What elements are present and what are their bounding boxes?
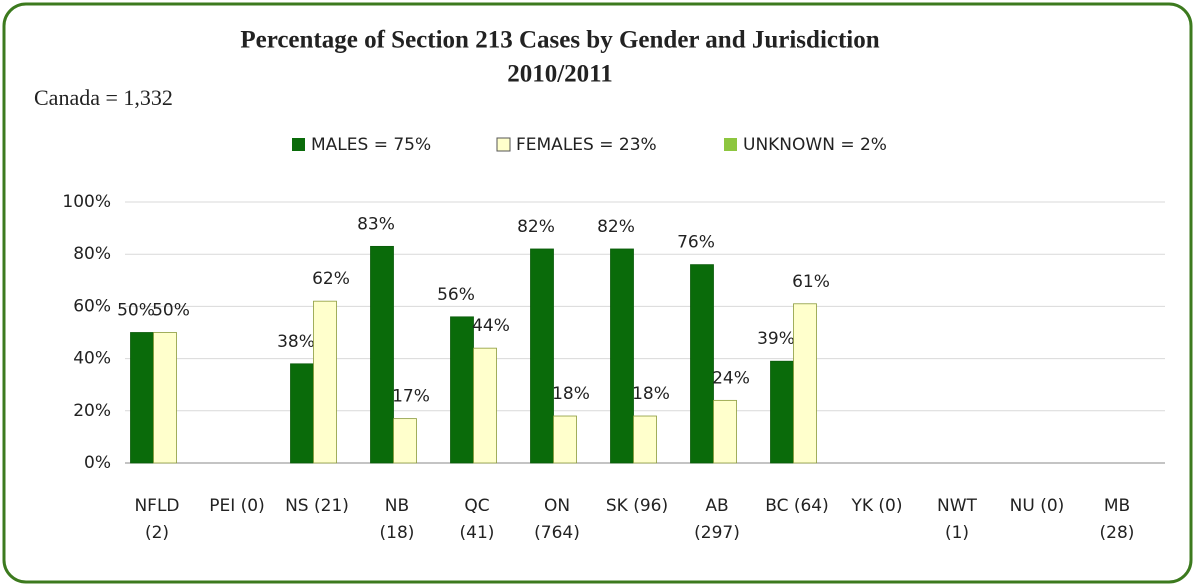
- legend-label: UNKNOWN = 2%: [743, 135, 887, 155]
- x-tick-label: (28): [1100, 523, 1135, 543]
- legend-label: FEMALES = 23%: [516, 135, 657, 155]
- bar: [690, 264, 714, 464]
- x-tick-label: NB: [385, 496, 409, 516]
- x-tick-label: NU (0): [1010, 496, 1065, 516]
- legend-swatch: [292, 138, 305, 151]
- bar: [473, 347, 497, 464]
- bar: [290, 363, 314, 464]
- x-tick-label: (41): [460, 523, 495, 543]
- x-tick-label: NS (21): [285, 496, 349, 516]
- x-tick-label: NFLD: [134, 496, 179, 516]
- data-label: 61%: [792, 272, 830, 292]
- x-tick-label: (297): [694, 523, 740, 543]
- legend-label: MALES = 75%: [311, 135, 431, 155]
- x-tick-label: NWT: [937, 496, 978, 516]
- data-label: 50%: [117, 301, 155, 321]
- bar: [633, 415, 657, 464]
- data-label: 18%: [632, 384, 670, 404]
- x-tick-label: MB: [1104, 496, 1130, 516]
- x-tick-label: ON: [544, 496, 570, 516]
- data-label: 62%: [312, 269, 350, 289]
- data-label: 18%: [552, 384, 590, 404]
- x-tick-label: (18): [380, 523, 415, 543]
- x-tick-label: YK (0): [850, 496, 902, 516]
- bar: [130, 332, 154, 464]
- chart-title: Percentage of Section 213 Cases by Gende…: [240, 27, 879, 54]
- x-tick-label: (2): [145, 523, 169, 543]
- data-label: 38%: [277, 332, 315, 352]
- bar: [313, 300, 337, 464]
- x-tick-label: BC (64): [765, 496, 829, 516]
- x-tick-label: PEI (0): [209, 496, 265, 516]
- bar: [553, 415, 577, 464]
- bar: [370, 245, 394, 464]
- data-label: 24%: [712, 368, 750, 388]
- annotation: Canada = 1,332: [34, 85, 173, 110]
- data-label: 50%: [152, 301, 190, 321]
- bar: [770, 360, 794, 464]
- y-tick-label: 0%: [84, 453, 111, 473]
- legend-swatch: [724, 138, 737, 151]
- bar: [153, 332, 177, 464]
- data-label: 56%: [437, 285, 475, 305]
- x-tick-label: (1): [945, 523, 969, 543]
- bar: [713, 399, 737, 464]
- x-tick-label: (764): [534, 523, 580, 543]
- data-label: 83%: [357, 214, 395, 234]
- x-tick-label: AB: [705, 496, 728, 516]
- bar: [793, 303, 817, 464]
- y-tick-label: 80%: [73, 244, 111, 264]
- y-tick-label: 40%: [73, 349, 111, 369]
- x-tick-label: SK (96): [606, 496, 668, 516]
- x-tick-label: QC: [464, 496, 489, 516]
- bar: [610, 248, 634, 464]
- data-label: 82%: [517, 217, 555, 237]
- data-label: 76%: [677, 233, 715, 253]
- chart-subtitle: 2010/2011: [507, 61, 613, 88]
- bar: [530, 248, 554, 464]
- bar: [450, 316, 474, 464]
- data-label: 44%: [472, 316, 510, 336]
- data-label: 39%: [757, 329, 795, 349]
- y-tick-label: 60%: [73, 296, 111, 316]
- data-label: 82%: [597, 217, 635, 237]
- y-tick-label: 20%: [73, 401, 111, 421]
- y-tick-label: 100%: [62, 192, 111, 212]
- data-label: 17%: [392, 387, 430, 407]
- legend-swatch: [496, 137, 511, 152]
- bar: [393, 418, 417, 464]
